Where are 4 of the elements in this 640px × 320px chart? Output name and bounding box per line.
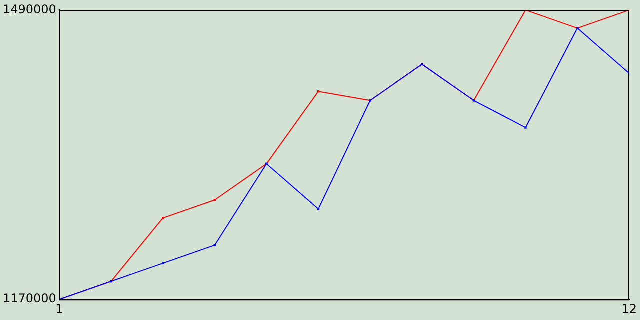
- y-tick-label: 1170000: [2, 292, 56, 306]
- x-tick-label: 1: [56, 302, 64, 316]
- x-tick-label: 12: [622, 302, 638, 316]
- y-tick-label: 1490000: [2, 2, 56, 16]
